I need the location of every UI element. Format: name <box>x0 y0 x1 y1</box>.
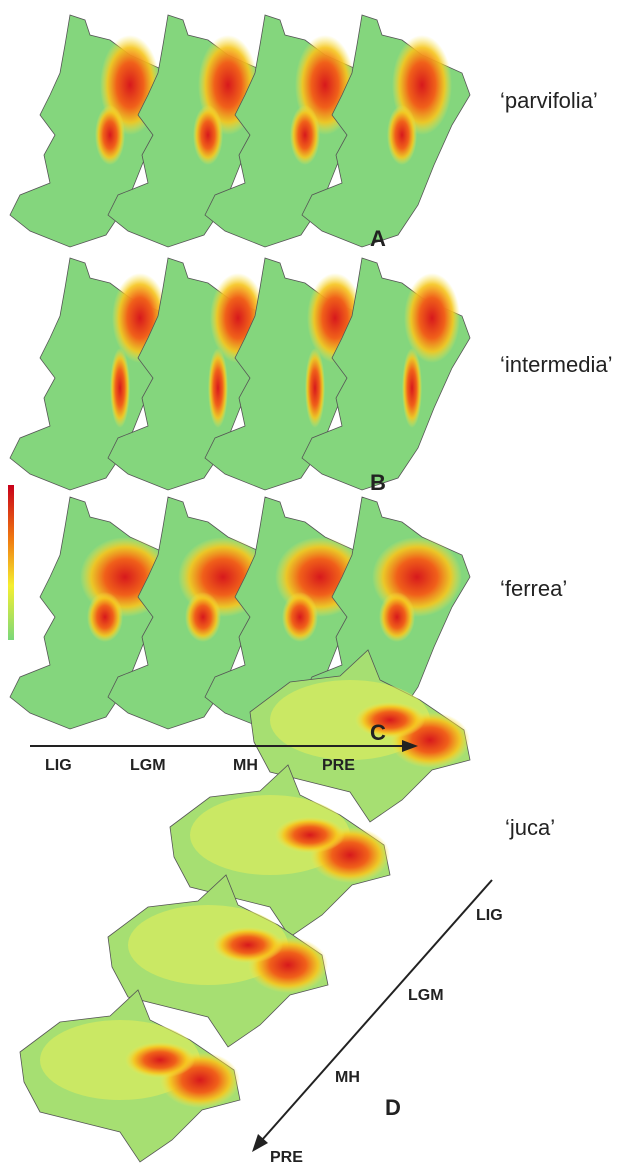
page: ‘parvifolia’ ‘intermedia’ ‘ferrea’ ‘juca… <box>0 0 630 1168</box>
map-panels <box>10 15 470 1162</box>
time-label: LGM <box>130 757 166 774</box>
panel-label: C <box>370 720 386 745</box>
suitability-area <box>208 348 228 428</box>
suitability-area <box>213 927 283 963</box>
time-label: MH <box>233 757 258 774</box>
time-label: LGM <box>408 987 444 1004</box>
taxon-label: ‘ferrea’ <box>500 576 567 601</box>
panel-label: B <box>370 470 386 495</box>
suitability-area <box>185 592 221 642</box>
suitability-area <box>305 348 325 428</box>
suitability-area <box>275 817 345 853</box>
suitability-area <box>402 348 422 428</box>
suitability-area <box>387 105 417 165</box>
time-label: PRE <box>322 757 355 774</box>
time-label: PRE <box>270 1149 303 1166</box>
taxon-label: ‘intermedia’ <box>500 352 613 377</box>
panel-label: D <box>385 1095 401 1120</box>
suitability-area <box>193 105 223 165</box>
time-label: LIG <box>476 907 503 924</box>
suitability-area <box>110 348 130 428</box>
suitability-area <box>355 702 425 738</box>
suitability-area <box>87 592 123 642</box>
panel-label: A <box>370 226 386 251</box>
suitability-area <box>379 592 415 642</box>
suitability-area <box>290 105 320 165</box>
color-scale <box>8 485 14 640</box>
time-label: LIG <box>45 757 72 774</box>
suitability-area <box>125 1042 195 1078</box>
taxon-label: ‘parvifolia’ <box>500 88 598 113</box>
suitability-area <box>282 592 318 642</box>
figure: ‘parvifolia’ ‘intermedia’ ‘ferrea’ ‘juca… <box>0 0 630 1168</box>
suitability-area <box>95 105 125 165</box>
time-label: MH <box>335 1069 360 1086</box>
taxon-label: ‘juca’ <box>505 815 555 840</box>
